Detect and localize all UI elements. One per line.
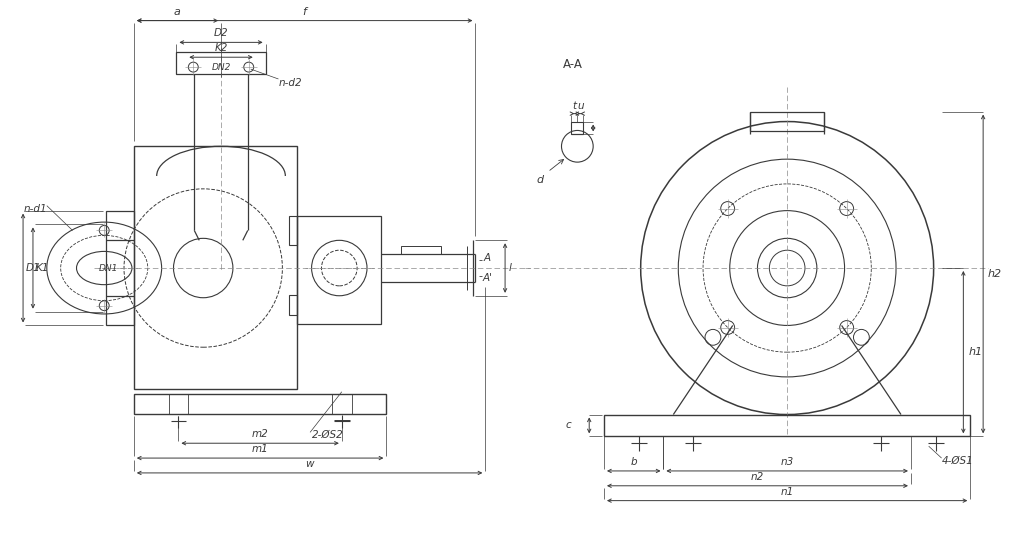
Bar	[107, 211, 134, 325]
Text: a: a	[174, 7, 181, 17]
Text: n2: n2	[751, 472, 764, 482]
Bar	[750, 112, 824, 131]
Text: n-d1: n-d1	[24, 204, 47, 213]
Text: t: t	[573, 100, 577, 111]
Bar	[134, 146, 298, 389]
Bar	[331, 394, 352, 414]
Text: 2-ØS2: 2-ØS2	[312, 430, 344, 440]
Bar	[401, 247, 441, 254]
Text: A': A'	[482, 273, 492, 283]
Text: m2: m2	[251, 430, 269, 439]
Bar	[176, 52, 266, 74]
Text: n-d2: n-d2	[278, 78, 302, 88]
Text: h1: h1	[969, 347, 983, 357]
Text: w: w	[306, 459, 314, 469]
Text: A-A: A-A	[562, 58, 583, 71]
Text: u: u	[577, 100, 584, 111]
Text: l: l	[509, 263, 512, 273]
Text: K2: K2	[214, 43, 228, 53]
Text: n1: n1	[781, 487, 794, 497]
Bar	[289, 216, 298, 245]
Bar	[289, 295, 298, 314]
Text: f: f	[303, 7, 307, 17]
Text: DN2: DN2	[211, 62, 231, 72]
Text: h2: h2	[988, 269, 1002, 279]
Text: n3: n3	[781, 457, 794, 467]
Text: A: A	[483, 253, 490, 263]
Text: K1: K1	[36, 263, 49, 273]
Bar	[571, 122, 583, 135]
Bar	[298, 216, 382, 325]
Text: d: d	[537, 175, 544, 185]
Text: b: b	[630, 457, 637, 467]
Bar	[134, 394, 387, 414]
Bar	[168, 394, 189, 414]
Text: DN1: DN1	[98, 263, 118, 273]
Text: D2: D2	[213, 28, 229, 39]
Bar	[604, 414, 971, 436]
Text: m1: m1	[251, 444, 269, 454]
Text: c: c	[565, 420, 571, 431]
Text: 4-ØS1: 4-ØS1	[942, 456, 974, 466]
Text: D1: D1	[26, 263, 41, 273]
